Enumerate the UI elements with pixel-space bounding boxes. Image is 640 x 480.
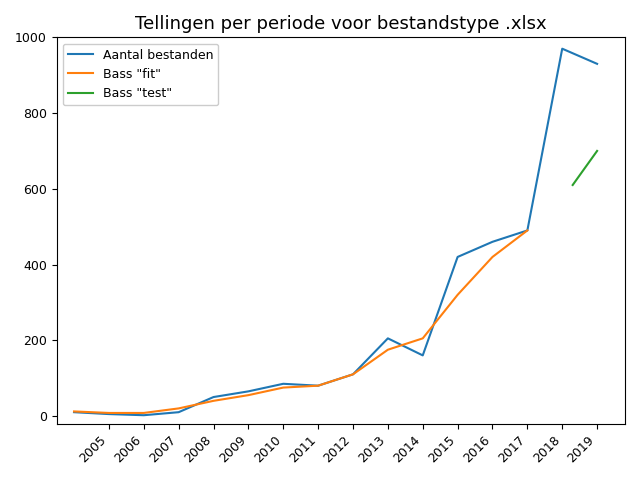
Aantal bestanden	[140, 412, 148, 418]
Line: Aantal bestanden: Aantal bestanden	[74, 48, 597, 415]
Aantal bestanden	[210, 394, 218, 400]
Bass "fit"	[175, 406, 182, 411]
Title: Tellingen per periode voor bestandstype .xlsx: Tellingen per periode voor bestandstype …	[135, 15, 547, 33]
Bass "fit"	[454, 292, 461, 298]
Bass "fit"	[524, 228, 531, 233]
Bass "fit"	[489, 254, 497, 260]
Legend: Aantal bestanden, Bass "fit", Bass "test": Aantal bestanden, Bass "fit", Bass "test…	[63, 44, 218, 105]
Bass "fit"	[70, 408, 78, 414]
Aantal bestanden	[489, 239, 497, 245]
Bass "fit"	[105, 410, 113, 416]
Aantal bestanden	[105, 411, 113, 417]
Bass "fit"	[140, 410, 148, 416]
Aantal bestanden	[593, 61, 601, 67]
Aantal bestanden	[558, 46, 566, 51]
Bass "fit"	[314, 383, 322, 389]
Aantal bestanden	[314, 383, 322, 389]
Bass "fit"	[419, 336, 427, 341]
Line: Bass "test": Bass "test"	[573, 151, 597, 185]
Bass "fit"	[349, 372, 357, 377]
Aantal bestanden	[454, 254, 461, 260]
Aantal bestanden	[419, 352, 427, 358]
Bass "test"	[569, 182, 577, 188]
Aantal bestanden	[70, 409, 78, 415]
Bass "fit"	[384, 347, 392, 353]
Aantal bestanden	[524, 228, 531, 233]
Bass "fit"	[210, 398, 218, 404]
Aantal bestanden	[349, 372, 357, 377]
Bass "fit"	[280, 384, 287, 390]
Aantal bestanden	[175, 409, 182, 415]
Line: Bass "fit": Bass "fit"	[74, 230, 527, 413]
Bass "test"	[593, 148, 601, 154]
Bass "fit"	[244, 392, 252, 398]
Aantal bestanden	[244, 388, 252, 394]
Aantal bestanden	[280, 381, 287, 387]
Aantal bestanden	[384, 336, 392, 341]
